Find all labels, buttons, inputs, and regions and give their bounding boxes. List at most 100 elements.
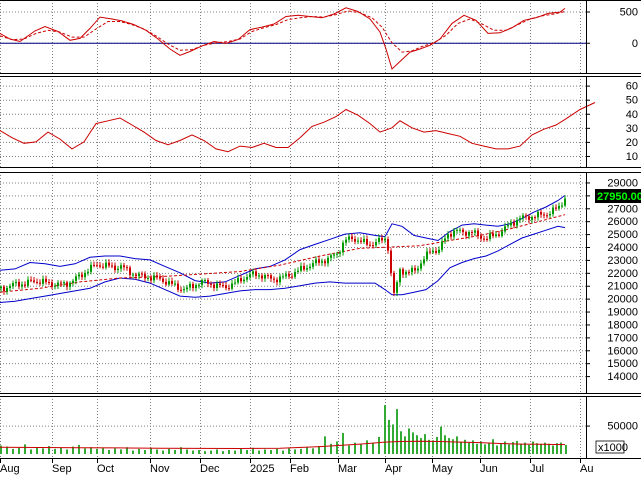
candle-body — [216, 283, 218, 288]
volume-bar — [556, 443, 558, 454]
candle-body — [246, 277, 248, 280]
candle-body — [366, 238, 368, 245]
candle-body — [498, 234, 500, 236]
candle-body — [540, 211, 542, 215]
y-tick-label: 20 — [626, 137, 638, 149]
unit-box — [595, 440, 625, 454]
candle-body — [258, 275, 260, 277]
volume-bar — [24, 444, 26, 454]
candle-body — [192, 284, 194, 289]
candle-body — [480, 235, 482, 239]
volume-bar — [96, 448, 98, 454]
candle-body — [3, 286, 5, 292]
candle-body — [108, 262, 110, 266]
volume-bar — [342, 432, 344, 454]
candle-body — [513, 222, 515, 226]
y-tick-label: 50000 — [607, 421, 638, 433]
candle-body — [300, 266, 302, 271]
candle-body — [462, 229, 464, 233]
volume-bar — [452, 439, 454, 454]
candle-body — [522, 215, 524, 219]
candle-body — [417, 268, 419, 271]
volume-bar — [360, 444, 362, 454]
y-tick-label: 60 — [626, 81, 638, 93]
candle-body — [234, 282, 236, 284]
candle-body — [198, 284, 200, 286]
volume-bar — [544, 442, 546, 454]
candle-body — [9, 285, 11, 288]
candle-body — [561, 205, 563, 207]
candle-body — [150, 278, 152, 281]
volume-bar — [6, 446, 8, 454]
candle-body — [96, 265, 98, 267]
candle-body — [249, 274, 251, 278]
candle-body — [396, 282, 398, 293]
volume-bar — [440, 426, 442, 454]
candle-body — [201, 280, 203, 285]
volume-bar — [18, 447, 20, 454]
volume-bar — [228, 450, 230, 454]
candle-body — [141, 273, 143, 275]
candle-body — [285, 274, 287, 277]
y-tick-label: 20000 — [607, 294, 638, 306]
candle-body — [519, 218, 521, 221]
candle-body — [501, 231, 503, 236]
y-tick-label: 27000 — [607, 203, 638, 215]
volume-bar — [186, 449, 188, 454]
volume-bar — [456, 436, 458, 454]
candle-body — [297, 270, 299, 272]
candle-body — [309, 266, 311, 269]
candle-body — [345, 239, 347, 243]
candle-body — [357, 240, 359, 242]
candle-body — [240, 278, 242, 282]
volume-bar — [330, 443, 332, 454]
volume-bar — [504, 441, 506, 454]
x-tick-label: Dec — [200, 463, 220, 475]
volume-bar — [416, 435, 418, 454]
candle-body — [381, 237, 383, 241]
volume-bar — [12, 448, 14, 454]
y-tick-label: 14000 — [607, 371, 638, 383]
y-tick-label: 40 — [626, 109, 638, 121]
candle-body — [333, 254, 335, 256]
volume-bar — [488, 442, 490, 454]
volume-bar — [174, 450, 176, 454]
candle-body — [414, 267, 416, 271]
volume-bar — [294, 449, 296, 454]
candle-body — [111, 265, 113, 267]
volume-bar — [354, 442, 356, 454]
volume-bar — [306, 447, 308, 454]
volume-bar — [476, 443, 478, 454]
candle-body — [129, 267, 131, 275]
y-tick-label: 17000 — [607, 332, 638, 344]
candle-body — [525, 215, 527, 217]
candle-body — [291, 276, 293, 278]
series-line — [0, 102, 596, 153]
candle-body — [204, 280, 206, 282]
volume-bar — [392, 424, 394, 454]
candle-body — [408, 271, 410, 273]
candle-body — [363, 238, 365, 242]
candle-body — [69, 282, 71, 287]
volume-bar — [72, 446, 74, 454]
candle-body — [255, 271, 257, 276]
last-price-box — [595, 189, 641, 204]
candle-body — [288, 274, 290, 277]
candle-body — [165, 281, 167, 285]
volume-bar — [516, 440, 518, 454]
volume-ma-line — [0, 440, 566, 450]
volume-bar — [204, 451, 206, 454]
volume-bar — [114, 448, 116, 454]
candle-body — [534, 217, 536, 219]
volume-bar — [444, 435, 446, 454]
candle-body — [153, 275, 155, 281]
candle-body — [465, 232, 467, 236]
volume-bar — [324, 436, 326, 454]
candle-body — [516, 220, 518, 226]
candle-body — [12, 283, 14, 286]
volume-bar — [565, 444, 567, 454]
y-tick-label: 0 — [632, 38, 638, 50]
volume-bar — [480, 441, 482, 454]
candle-body — [183, 289, 185, 291]
volume-bar — [512, 442, 514, 454]
